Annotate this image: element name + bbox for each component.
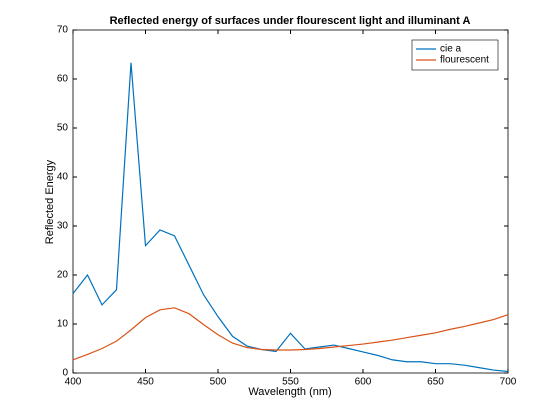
legend-label: cie a	[440, 44, 462, 55]
legend-label: flourescent	[440, 55, 489, 66]
x-axis-label: Wavelength (nm)	[248, 386, 331, 398]
y-axis-label: Reflected Energy	[44, 159, 56, 244]
chart-title: Reflected energy of surfaces under flour…	[110, 15, 471, 27]
x-tick-label: 450	[137, 377, 154, 388]
y-tick-label: 70	[57, 25, 69, 36]
y-tick-label: 20	[57, 270, 69, 281]
series-line	[72, 62, 509, 373]
y-tick-label: 0	[62, 368, 68, 379]
axes-box	[72, 29, 509, 374]
x-tick-label: 700	[500, 377, 517, 388]
legend-box	[411, 39, 499, 71]
series-line	[72, 307, 509, 361]
y-tick-label: 30	[57, 221, 69, 232]
x-tick-label: 500	[210, 377, 227, 388]
x-tick-label: 400	[65, 377, 82, 388]
x-tick-label: 550	[282, 377, 299, 388]
x-tick-label: 650	[427, 377, 444, 388]
y-tick-label: 40	[57, 172, 69, 183]
y-tick-label: 10	[57, 319, 69, 330]
y-tick-label: 60	[57, 74, 69, 85]
x-tick-label: 600	[355, 377, 372, 388]
y-tick-label: 50	[57, 123, 69, 134]
